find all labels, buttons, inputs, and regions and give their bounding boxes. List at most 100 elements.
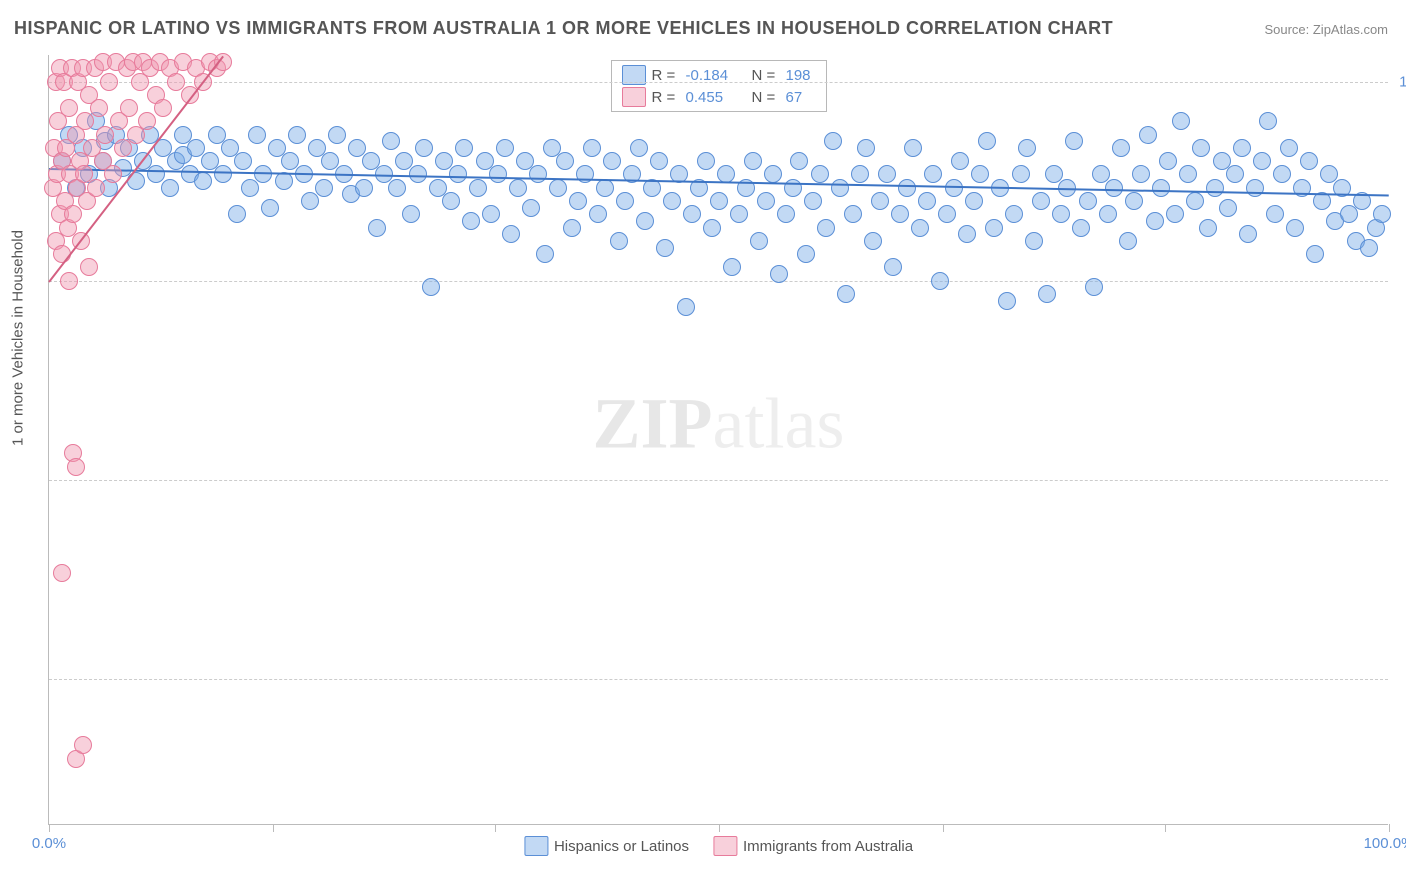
data-point <box>596 179 614 197</box>
data-point <box>315 179 333 197</box>
data-point <box>831 179 849 197</box>
data-point <box>549 179 567 197</box>
data-point <box>1199 219 1217 237</box>
data-point <box>1280 139 1298 157</box>
data-point <box>1085 278 1103 296</box>
legend-n-value: 67 <box>786 89 816 106</box>
data-point <box>583 139 601 157</box>
data-point <box>784 179 802 197</box>
legend-label: Hispanics or Latinos <box>554 838 689 855</box>
data-point <box>978 132 996 150</box>
data-point <box>563 219 581 237</box>
data-point <box>301 192 319 210</box>
x-tick <box>719 824 720 832</box>
data-point <box>1273 165 1291 183</box>
data-point <box>1112 139 1130 157</box>
data-point <box>228 205 246 223</box>
x-tick-label: 100.0% <box>1364 835 1406 852</box>
data-point <box>817 219 835 237</box>
legend-swatch <box>713 836 737 856</box>
data-point <box>697 152 715 170</box>
data-point <box>971 165 989 183</box>
data-point <box>1239 225 1257 243</box>
gridline <box>49 82 1388 83</box>
data-point <box>1172 112 1190 130</box>
data-point <box>1266 205 1284 223</box>
data-point <box>931 272 949 290</box>
data-point <box>80 258 98 276</box>
data-point <box>261 199 279 217</box>
data-point <box>777 205 795 223</box>
data-point <box>1132 165 1150 183</box>
data-point <box>569 192 587 210</box>
data-point <box>589 205 607 223</box>
data-point <box>536 245 554 263</box>
data-point <box>576 165 594 183</box>
data-point <box>630 139 648 157</box>
data-point <box>1253 152 1271 170</box>
watermark: ZIPatlas <box>593 383 845 466</box>
data-point <box>603 152 621 170</box>
data-point <box>1186 192 1204 210</box>
data-point <box>1032 192 1050 210</box>
data-point <box>1146 212 1164 230</box>
data-point <box>248 126 266 144</box>
data-point <box>1192 139 1210 157</box>
data-point <box>1259 112 1277 130</box>
data-point <box>1052 205 1070 223</box>
data-point <box>1065 132 1083 150</box>
data-point <box>138 112 156 130</box>
data-point <box>864 232 882 250</box>
legend-item: Hispanics or Latinos <box>524 836 689 856</box>
data-point <box>958 225 976 243</box>
data-point <box>402 205 420 223</box>
source-label: Source: ZipAtlas.com <box>1264 22 1388 37</box>
data-point <box>744 152 762 170</box>
data-point <box>824 132 842 150</box>
data-point <box>482 205 500 223</box>
data-point <box>951 152 969 170</box>
y-tick-label: 100.0% <box>1399 73 1406 90</box>
data-point <box>114 139 132 157</box>
data-point <box>770 265 788 283</box>
data-point <box>328 126 346 144</box>
data-point <box>938 205 956 223</box>
data-point <box>64 205 82 223</box>
legend-label: Immigrants from Australia <box>743 838 913 855</box>
data-point <box>1099 205 1117 223</box>
data-point <box>723 258 741 276</box>
data-point <box>1360 239 1378 257</box>
data-point <box>851 165 869 183</box>
data-point <box>844 205 862 223</box>
legend-row: R =0.455N =67 <box>622 87 816 107</box>
data-point <box>1105 179 1123 197</box>
data-point <box>275 172 293 190</box>
data-point <box>1286 219 1304 237</box>
data-point <box>442 192 460 210</box>
data-point <box>415 139 433 157</box>
x-tick <box>943 824 944 832</box>
data-point <box>710 192 728 210</box>
data-point <box>241 179 259 197</box>
data-point <box>610 232 628 250</box>
data-point <box>636 212 654 230</box>
data-point <box>857 139 875 157</box>
data-point <box>254 165 272 183</box>
legend-r-value: 0.455 <box>686 89 746 106</box>
data-point <box>1152 179 1170 197</box>
x-tick <box>1165 824 1166 832</box>
data-point <box>1072 219 1090 237</box>
data-point <box>924 165 942 183</box>
chart-title: HISPANIC OR LATINO VS IMMIGRANTS FROM AU… <box>14 18 1113 39</box>
data-point <box>74 736 92 754</box>
data-point <box>811 165 829 183</box>
data-point <box>1159 152 1177 170</box>
data-point <box>388 179 406 197</box>
data-point <box>161 179 179 197</box>
data-point <box>355 179 373 197</box>
data-point <box>730 205 748 223</box>
data-point <box>104 165 122 183</box>
data-point <box>677 298 695 316</box>
data-point <box>288 126 306 144</box>
data-point <box>1340 205 1358 223</box>
